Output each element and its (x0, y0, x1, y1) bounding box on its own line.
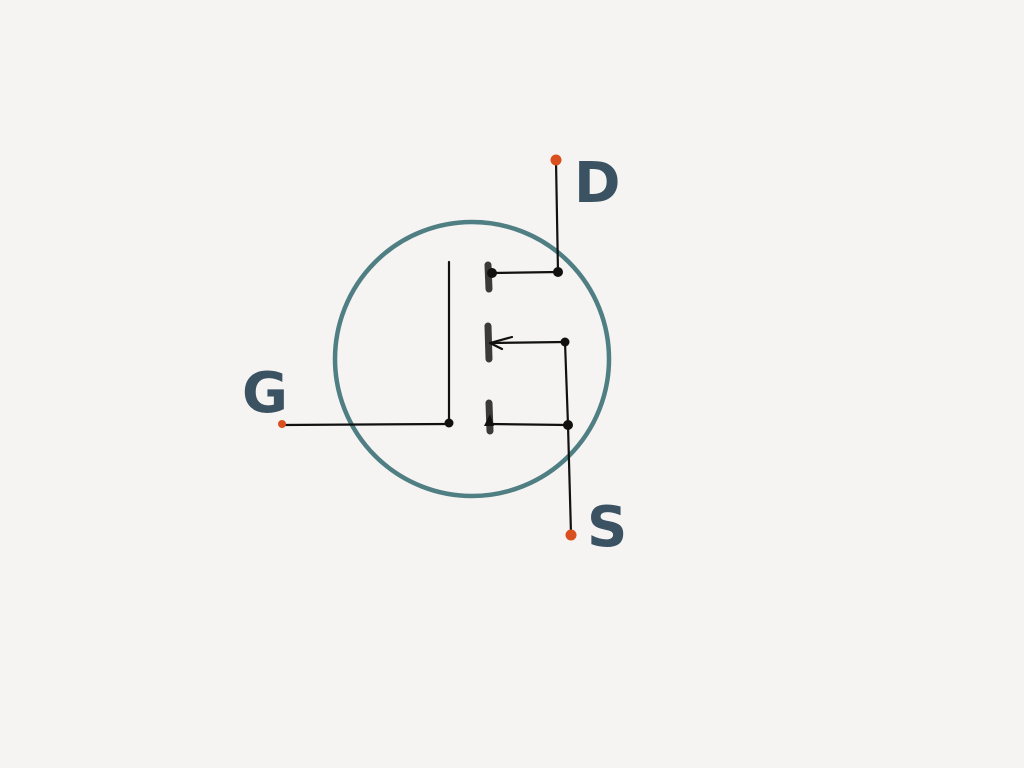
gate-junction-dot (444, 418, 454, 428)
body-corner-dot (560, 337, 570, 347)
envelope-circle (332, 219, 612, 499)
source-connection (488, 422, 570, 427)
gate-label: G (242, 361, 288, 426)
source-arrow-mark (484, 414, 494, 426)
drain-label: D (574, 151, 620, 216)
channel-segment-drain (484, 261, 493, 293)
source-label: S (587, 495, 627, 560)
drain-terminal-dot (550, 154, 562, 166)
source-corner-dot (563, 420, 573, 430)
drain-lead (554, 159, 560, 274)
source-lead (566, 423, 573, 536)
channel-segment-body (484, 322, 493, 363)
drain-corner-dot (553, 267, 563, 277)
source-terminal-dot (565, 529, 577, 541)
drain-connection (490, 270, 560, 275)
body-source-link (563, 340, 570, 427)
body-arrow-head (488, 335, 514, 351)
body-connection (488, 340, 567, 345)
drain-junction-dot (487, 268, 497, 278)
gate-lead (281, 422, 451, 427)
gate-terminal-dot (278, 420, 286, 428)
